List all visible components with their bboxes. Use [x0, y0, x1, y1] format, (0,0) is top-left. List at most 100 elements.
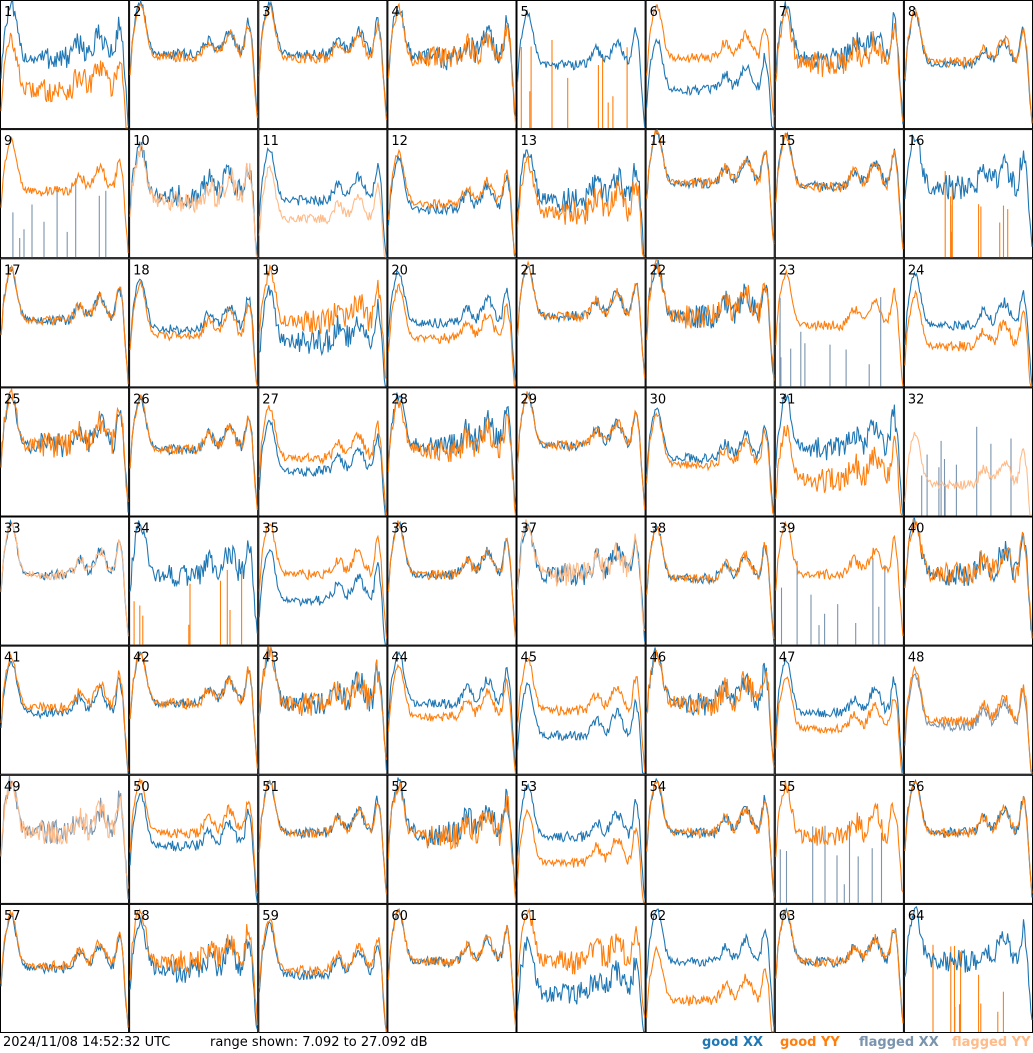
series-yy-43	[258, 646, 387, 760]
tile-frame	[258, 0, 388, 130]
tile-13: 13	[516, 129, 646, 259]
series-xx-23	[779, 297, 882, 387]
series-yy-35	[258, 522, 387, 639]
tile-frame	[903, 129, 1033, 259]
series-xx-53	[516, 783, 646, 899]
tile-frame	[774, 258, 904, 388]
tile-label: 7	[779, 5, 787, 20]
series-yy-30	[646, 412, 775, 516]
tile-frame	[516, 774, 646, 904]
tile-11: 11	[258, 129, 388, 259]
tile-frame	[774, 903, 904, 1033]
series-yy-4	[387, 2, 517, 125]
tile-48: 48	[903, 645, 1033, 775]
tile-62: 62	[645, 903, 775, 1033]
series-yy-18	[129, 280, 258, 387]
tile-label: 52	[391, 780, 408, 795]
tile-label: 3	[262, 5, 270, 20]
tile-frame	[774, 0, 904, 130]
series-yy-62	[646, 945, 774, 1033]
tile-frame	[129, 0, 259, 130]
tile-label: 60	[391, 909, 408, 924]
series-yy-37	[516, 519, 646, 631]
tile-36: 36	[387, 516, 517, 646]
series-yy-39	[775, 520, 904, 637]
tile-54: 54	[645, 774, 775, 904]
tile-19: 19	[258, 258, 388, 388]
tile-frame	[516, 645, 646, 775]
series-yy-20	[387, 282, 516, 387]
tile-63: 63	[774, 903, 904, 1033]
series-yy-8	[904, 7, 1033, 123]
series-yy-19	[258, 264, 387, 380]
tile-frame	[387, 0, 517, 130]
series-xx-11	[258, 147, 387, 258]
tile-frame	[774, 129, 904, 259]
series-yy-3	[258, 4, 387, 121]
series-yy-16	[944, 171, 1009, 258]
series-yy-33	[0, 521, 129, 637]
series-xx-12	[387, 155, 516, 258]
series-xx-7	[775, 1, 904, 125]
tile-42: 42	[129, 645, 259, 775]
series-yy-52	[387, 781, 517, 901]
tile-label: 12	[391, 134, 408, 149]
series-xx-45	[516, 681, 645, 775]
tile-4: 4	[387, 0, 517, 130]
tile-label: 33	[4, 522, 21, 537]
tile-label: 45	[521, 651, 538, 666]
footer: 2024/11/08 14:52:32 UTC range shown: 7.0…	[0, 1033, 1033, 1053]
tile-24: 24	[903, 258, 1033, 388]
tile-47: 47	[774, 645, 904, 775]
tile-39: 39	[774, 516, 904, 646]
tile-7: 7	[774, 0, 904, 130]
tile-23: 23	[774, 258, 904, 388]
series-yy-6	[646, 4, 775, 117]
tile-frame	[645, 129, 775, 259]
series-yy-54	[646, 780, 775, 898]
tile-27: 27	[258, 387, 388, 517]
tile-frame	[258, 258, 388, 388]
series-yy-45	[516, 656, 646, 772]
range-text: range shown: 7.092 to 27.092 dB	[210, 1035, 428, 1050]
series-xx-24	[904, 270, 1033, 387]
series-xx-58	[129, 917, 258, 1030]
series-yy-12	[387, 148, 517, 258]
tile-label: 23	[779, 263, 796, 278]
legend-good-yy: good YY	[780, 1035, 840, 1050]
tile-label: 63	[779, 909, 796, 924]
series-yy-58	[129, 908, 258, 1026]
series-yy-56	[904, 781, 1033, 894]
series-yy-13	[516, 154, 645, 258]
tile-56: 56	[903, 774, 1033, 904]
series-yy-46	[646, 649, 775, 768]
series-yy-11	[258, 164, 387, 258]
tile-label: 61	[521, 909, 538, 924]
series-xx-1	[0, 0, 129, 126]
tile-frame	[645, 0, 775, 130]
tile-5: 5	[516, 0, 646, 130]
tile-label: 29	[521, 392, 538, 407]
series-yy-22	[646, 258, 775, 381]
tile-10: 10	[129, 129, 259, 259]
tile-label: 28	[391, 392, 408, 407]
series-yy-2	[129, 2, 258, 118]
tile-label: 56	[908, 780, 925, 795]
series-yy-40	[904, 518, 1033, 639]
series-xx-35	[258, 548, 387, 645]
tile-30: 30	[645, 387, 775, 517]
tile-12: 12	[387, 129, 517, 259]
series-xx-41	[0, 661, 129, 774]
tile-15: 15	[774, 129, 904, 259]
tile-label: 53	[521, 780, 538, 795]
series-xx-18	[129, 278, 258, 387]
series-yy-29	[516, 391, 646, 510]
series-xx-39	[780, 558, 886, 645]
legend-good-xx: good XX	[702, 1035, 764, 1050]
tile-label: 24	[908, 263, 925, 278]
tile-51: 51	[258, 774, 388, 904]
tile-label: 50	[133, 780, 150, 795]
tile-label: 47	[779, 651, 796, 666]
tile-33: 33	[0, 516, 130, 646]
